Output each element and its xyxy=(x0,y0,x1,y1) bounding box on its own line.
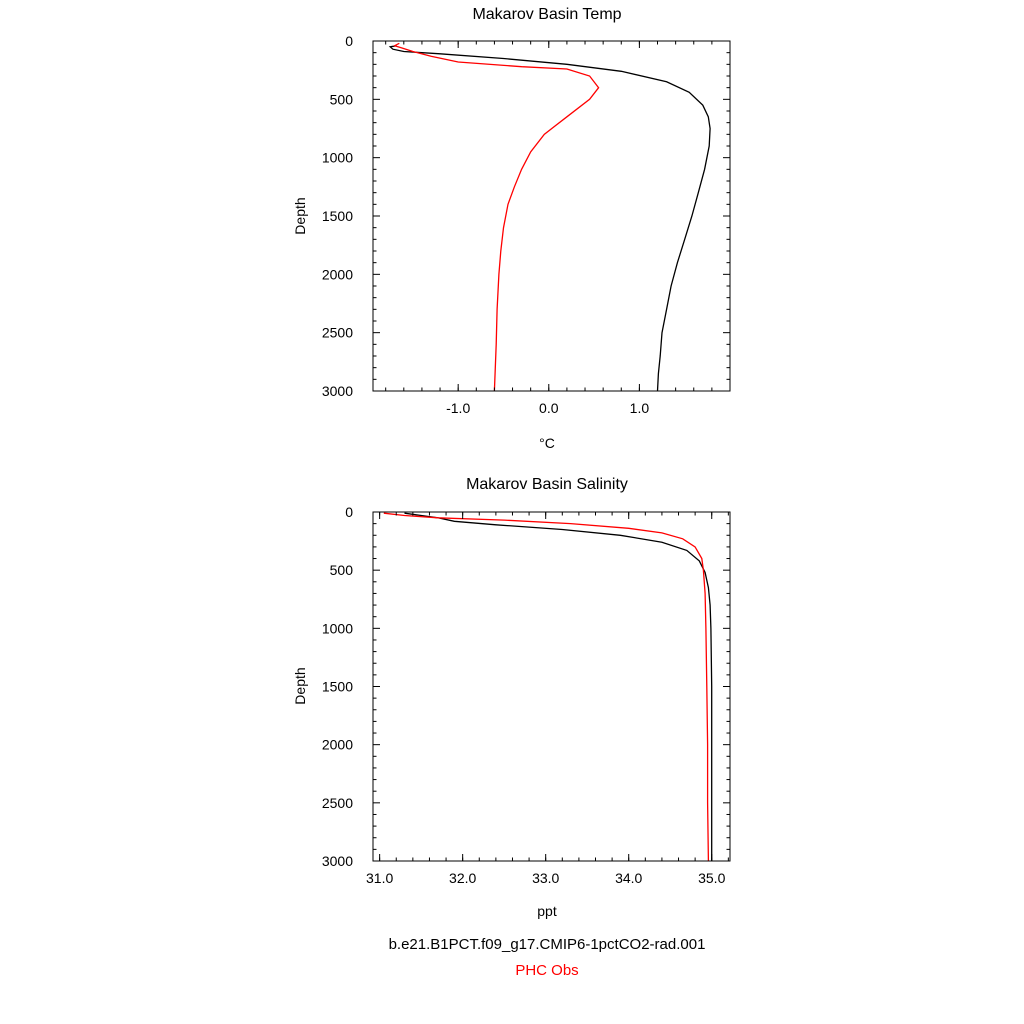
salinity-plot-frame xyxy=(372,511,731,862)
salinity-y-tick-label: 1500 xyxy=(322,679,353,695)
temp-y-tick-label: 1000 xyxy=(322,150,353,166)
salinity-x-tick-label: 31.0 xyxy=(366,870,393,886)
salinity-y-tick-label: 500 xyxy=(330,562,354,578)
legend-obs-label: PHC Obs xyxy=(515,962,579,979)
temp-x-tick-label: 0.0 xyxy=(539,400,559,416)
salinity-x-axis-label: ppt xyxy=(537,903,557,919)
salinity-y-tick-label: 3000 xyxy=(322,853,353,869)
salinity-series-line-model xyxy=(404,512,713,861)
temperature-panel: Makarov Basin Temp °C Depth -1.0 0.0 1.0 0 5… xyxy=(292,6,731,451)
legend-model-label: b.e21.B1PCT.f09_g17.CMIP6-1pctCO2-rad.00… xyxy=(388,936,706,953)
salinity-y-axis-label: Depth xyxy=(292,667,308,704)
temp-y-tick-label: 2500 xyxy=(322,325,353,341)
salinity-panel: Makarov Basin Salinity ppt Depth 31.0 32.… xyxy=(292,476,731,919)
temp-plot-frame xyxy=(372,40,731,392)
salinity-y-tick-label: 0 xyxy=(345,504,353,520)
temp-x-tick-label: 1.0 xyxy=(630,400,650,416)
temp-series-line-model xyxy=(388,45,711,392)
temp-y-tick-label: 3000 xyxy=(322,383,353,399)
salinity-chart-title: Makarov Basin Salinity xyxy=(466,476,628,493)
salinity-y-tick-label: 2000 xyxy=(322,737,353,753)
temp-y-tick-label: 500 xyxy=(330,91,354,107)
temp-chart-title: Makarov Basin Temp xyxy=(472,6,621,23)
temp-x-axis-label: °C xyxy=(539,435,555,451)
temp-y-axis-label: Depth xyxy=(292,197,308,234)
salinity-x-tick-label: 34.0 xyxy=(615,870,642,886)
temp-y-tick-label: 1500 xyxy=(322,208,353,224)
temp-series-line-obs xyxy=(393,42,600,392)
temp-x-tick-label: -1.0 xyxy=(446,400,470,416)
salinity-y-tick-label: 1000 xyxy=(322,620,353,636)
salinity-y-tick-label: 2500 xyxy=(322,795,353,811)
salinity-x-tick-label: 32.0 xyxy=(449,870,476,886)
salinity-series-line-obs xyxy=(383,512,710,862)
salinity-x-tick-label: 35.0 xyxy=(698,870,725,886)
temp-y-tick-label: 2000 xyxy=(322,266,353,282)
salinity-x-tick-label: 33.0 xyxy=(532,870,559,886)
temp-y-tick-label: 0 xyxy=(345,33,353,49)
